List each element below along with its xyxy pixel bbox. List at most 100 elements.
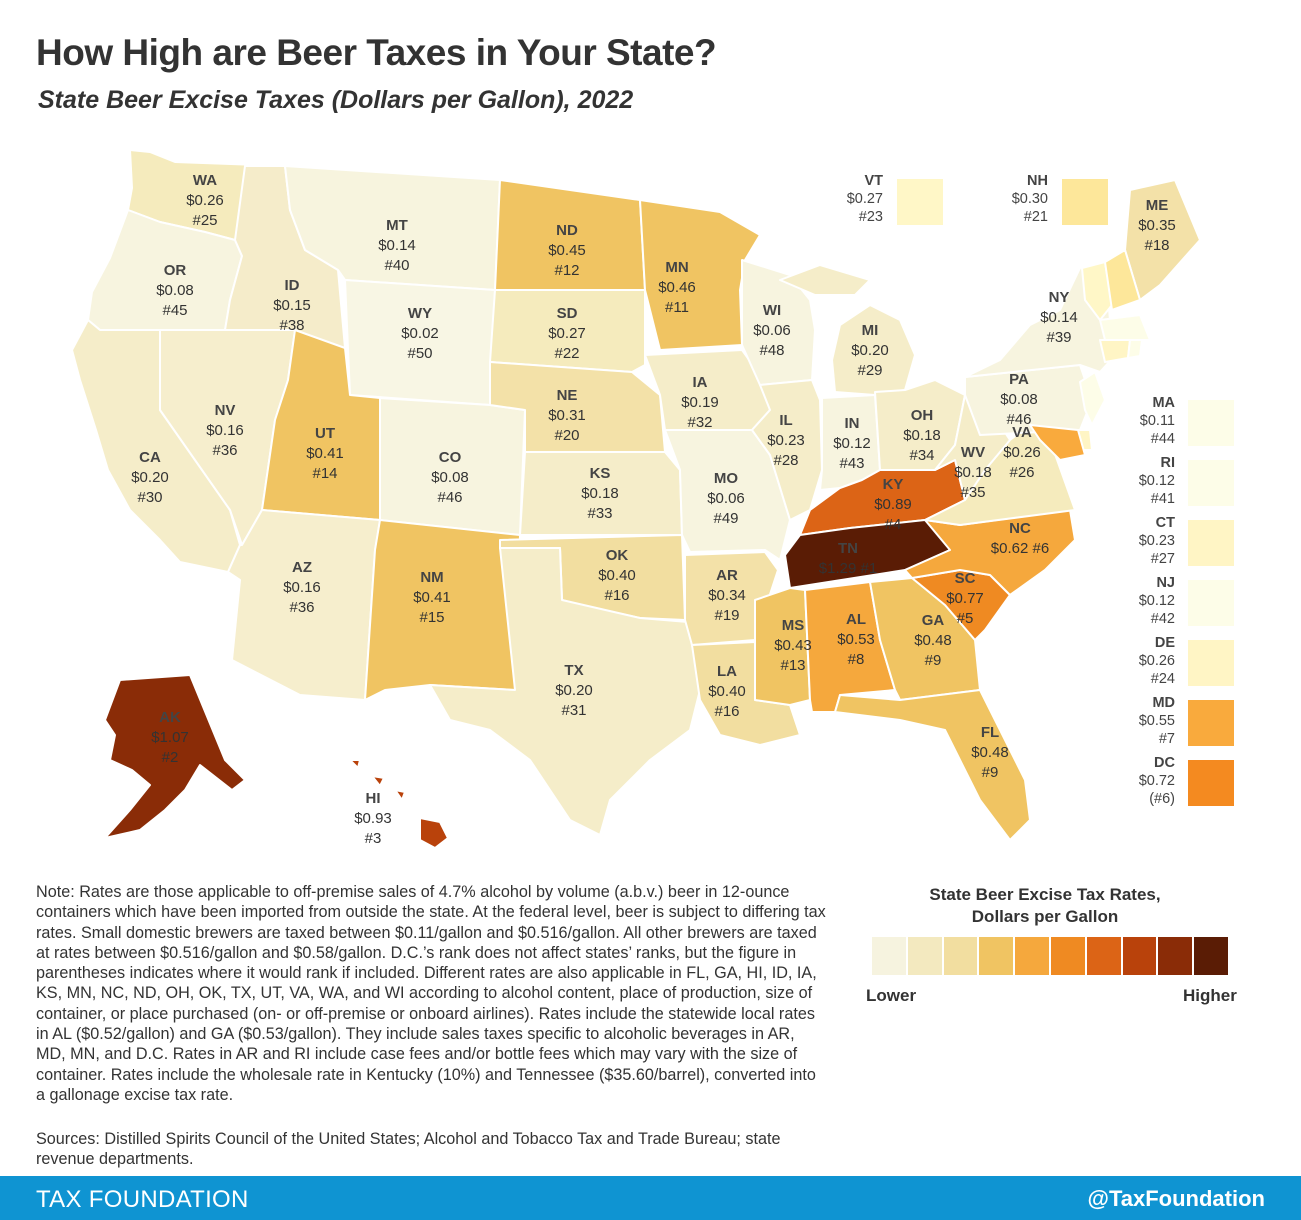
state-abbr: NY — [1049, 289, 1070, 306]
small-state-text: RI — [1161, 455, 1176, 471]
state-value: $0.14 — [1040, 309, 1078, 326]
small-state-text: $0.26 — [1139, 653, 1175, 669]
state-shape-nj — [1079, 371, 1106, 426]
small-state-swatch — [1188, 760, 1234, 806]
state-value: $0.14 — [378, 237, 416, 254]
state-value: $0.40 — [598, 567, 636, 584]
state-abbr: AK — [159, 709, 181, 726]
state-rank: #12 — [554, 262, 579, 279]
state-shape-md — [1029, 424, 1086, 461]
small-state-swatch — [1188, 400, 1234, 446]
state-rank: #36 — [212, 442, 237, 459]
us-choropleth-map: WA $0.26 #25 OR $0.08 #45 CA $0.20 #30 ID $0.15 #38… — [71, 149, 1234, 849]
state-label-sc: SC $0.77 #5 — [946, 570, 984, 627]
state-label-hi: HI $0.93 #3 — [354, 790, 392, 847]
state-abbr: TN — [838, 540, 858, 557]
state-abbr: IN — [845, 415, 860, 432]
state-rank: #28 — [773, 452, 798, 469]
state-rank: #48 — [759, 342, 784, 359]
state-label-ca: CA $0.20 #30 — [131, 449, 169, 506]
small-state-text: $0.30 — [1012, 191, 1048, 207]
state-rank: #49 — [713, 510, 738, 527]
state-label-ks: KS $0.18 #33 — [581, 465, 619, 522]
state-label-ar: AR $0.34 #19 — [708, 567, 746, 624]
state-abbr: VA — [1012, 424, 1032, 441]
map-subtitle: State Beer Excise Taxes (Dollars per Gal… — [38, 86, 634, 114]
state-value: $0.18 — [954, 464, 992, 481]
state-abbr: MO — [714, 470, 738, 487]
state-label-nv: NV $0.16 #36 — [206, 402, 244, 459]
state-abbr: NM — [420, 569, 443, 586]
state-value: $0.35 — [1138, 217, 1176, 234]
state-label-mi: MI $0.20 #29 — [851, 322, 889, 379]
small-state-text: (#6) — [1149, 791, 1175, 807]
state-rank: #39 — [1046, 329, 1071, 346]
state-label-nd: ND $0.45 #12 — [548, 222, 586, 279]
state-rank: #25 — [192, 212, 217, 229]
state-shape-co — [379, 397, 526, 536]
state-label-ga: GA $0.48 #9 — [914, 612, 952, 669]
state-abbr: OH — [911, 407, 934, 424]
state-rank: #46 — [1006, 411, 1031, 428]
state-rank: #32 — [687, 414, 712, 431]
state-abbr: GA — [922, 612, 945, 629]
state-value: $0.20 — [555, 682, 593, 699]
state-rank: #36 — [289, 599, 314, 616]
state-rank: #43 — [839, 455, 864, 472]
small-state-text: #42 — [1151, 611, 1175, 627]
legend-title-line1: State Beer Excise Tax Rates, — [929, 885, 1161, 904]
state-shape-vt — [1081, 261, 1113, 321]
state-abbr: SC — [955, 570, 976, 587]
state-label-ny: NY $0.14 #39 — [1040, 289, 1078, 346]
state-rank: #40 — [384, 257, 409, 274]
state-value: $0.08 — [156, 282, 194, 299]
state-abbr: SD — [557, 305, 578, 322]
small-state-text: #27 — [1151, 551, 1175, 567]
state-label-ia: IA $0.19 #32 — [681, 374, 719, 431]
state-abbr: CO — [439, 449, 462, 466]
state-abbr: KY — [883, 476, 904, 493]
state-rank: #5 — [957, 610, 974, 627]
state-shape-wy — [344, 279, 496, 406]
state-value: $0.19 — [681, 394, 719, 411]
state-rank: #14 — [312, 465, 337, 482]
state-label-fl: FL $0.48 #9 — [971, 724, 1009, 781]
state-abbr: NC — [1009, 520, 1031, 537]
state-rank: #15 — [419, 609, 444, 626]
state-rank: #3 — [365, 830, 382, 847]
state-shape-ms — [754, 587, 811, 706]
small-state-md: MD $0.55 #7 — [1139, 695, 1234, 747]
state-rank: #35 — [960, 484, 985, 501]
state-rank: #45 — [162, 302, 187, 319]
small-state-text: NJ — [1156, 575, 1175, 591]
state-abbr: MT — [386, 217, 408, 234]
state-value: $1.29 #1 — [819, 560, 877, 577]
state-abbr: AR — [716, 567, 738, 584]
legend-swatch-7 — [1086, 937, 1123, 975]
state-rank: #11 — [665, 299, 689, 316]
small-state-nj: NJ $0.12 #42 — [1139, 575, 1234, 627]
legend-swatch-6 — [1050, 937, 1087, 975]
state-abbr: FL — [981, 724, 999, 741]
state-value: $0.77 — [946, 590, 984, 607]
small-state-text: NH — [1027, 173, 1048, 189]
state-label-va: VA $0.26 #26 — [1003, 424, 1041, 481]
state-rank: #46 — [437, 489, 462, 506]
state-value: $0.41 — [413, 589, 451, 606]
small-state-text: $0.72 — [1139, 773, 1175, 789]
state-label-ak: AK $1.07 #2 — [151, 709, 189, 766]
state-label-oh: OH $0.18 #34 — [903, 407, 941, 464]
small-state-text: #7 — [1159, 731, 1175, 747]
small-state-text: $0.23 — [1139, 533, 1175, 549]
small-state-ma: MA $0.11 #44 — [1140, 395, 1234, 447]
small-state-text: VT — [864, 173, 883, 189]
state-abbr: WA — [193, 172, 217, 189]
legend-swatch-2 — [907, 937, 944, 975]
state-value: $0.08 — [431, 469, 469, 486]
small-state-swatch — [1062, 179, 1108, 225]
state-rank: #2 — [162, 749, 179, 766]
state-value: $1.07 — [151, 729, 189, 746]
state-label-ut: UT $0.41 #14 — [306, 425, 344, 482]
state-rank: #31 — [561, 702, 586, 719]
state-shape-id — [224, 165, 346, 353]
